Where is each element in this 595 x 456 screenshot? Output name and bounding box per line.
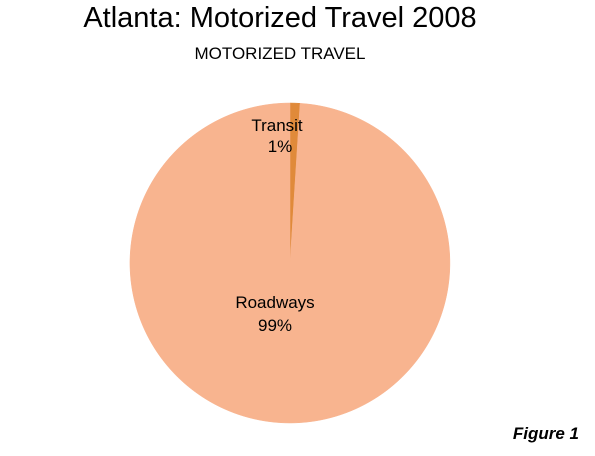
slice-label-roadways-value: 99% bbox=[258, 316, 292, 335]
slice-label-transit: Transit 1% bbox=[251, 116, 303, 156]
slice-label-transit-name: Transit bbox=[251, 116, 303, 135]
figure-label: Figure 1 bbox=[512, 424, 579, 443]
pie-slices bbox=[129, 102, 451, 424]
slice-label-roadways: Roadways 99% bbox=[235, 293, 314, 335]
pie-slice-roadways bbox=[129, 102, 451, 424]
chart-title: Atlanta: Motorized Travel 2008 bbox=[83, 2, 477, 34]
slice-label-transit-value: 1% bbox=[268, 137, 293, 156]
chart-subtitle: MOTORIZED TRAVEL bbox=[194, 44, 366, 63]
slice-label-roadways-name: Roadways bbox=[235, 293, 314, 312]
